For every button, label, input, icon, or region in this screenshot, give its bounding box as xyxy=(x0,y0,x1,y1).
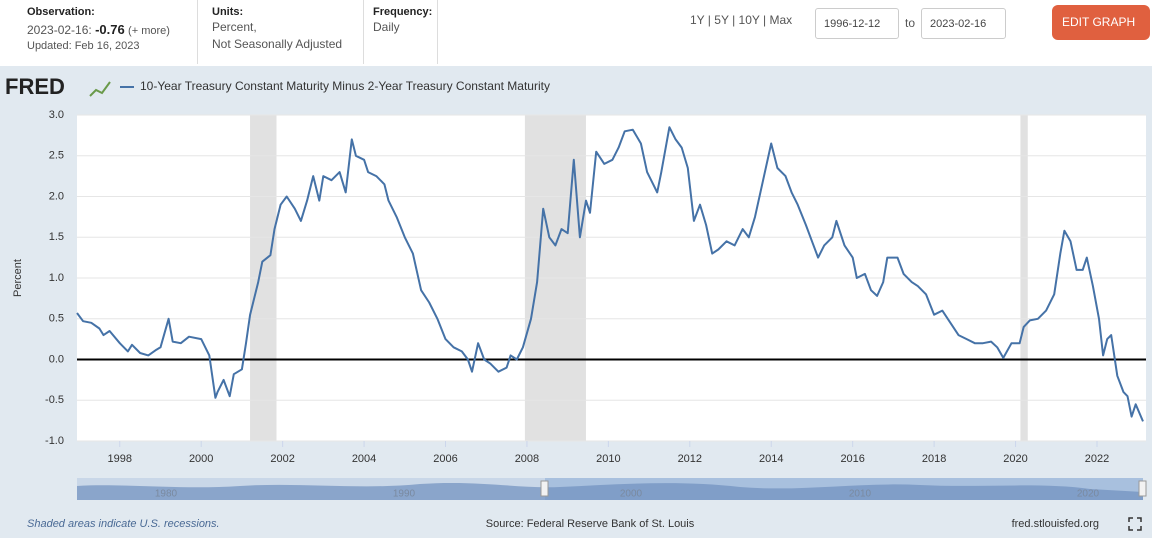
gear-icon xyxy=(1062,50,1074,62)
plot-layer xyxy=(76,114,1146,442)
end-date-input[interactable]: 2023-02-16 xyxy=(921,8,1006,39)
x-tick-label: 2018 xyxy=(922,453,946,465)
y-tick-label: 2.0 xyxy=(49,190,64,202)
start-date-input[interactable]: 1996-12-12 xyxy=(815,8,899,39)
frequency-label: Frequency: xyxy=(373,4,432,18)
y-tick-label: -1.0 xyxy=(45,435,64,447)
navigator-handle[interactable] xyxy=(1138,480,1147,497)
navigator-area xyxy=(77,482,1143,500)
more-link[interactable]: (+ more) xyxy=(128,25,170,37)
navigator-handle[interactable] xyxy=(540,480,549,497)
y-tick-label: 1.0 xyxy=(49,272,64,284)
range-button[interactable]: 10Y xyxy=(738,13,760,27)
x-tick-label: 2012 xyxy=(678,453,702,465)
x-tick-label: 2006 xyxy=(433,453,457,465)
edit-graph-button[interactable]: EDIT GRAPH xyxy=(1052,5,1150,62)
units-label-text: Units: xyxy=(212,6,244,18)
x-tick-label: 2016 xyxy=(840,453,864,465)
y-axis-label: Percent xyxy=(12,259,24,297)
y-tick-label: 2.5 xyxy=(49,150,64,162)
x-tick-label: 2020 xyxy=(1003,453,1027,465)
recession-note: Shaded areas indicate U.S. recessions. xyxy=(27,518,220,530)
units-line: Not Seasonally Adjusted xyxy=(212,37,343,51)
observation-date: 2023-02-16: xyxy=(27,23,92,37)
range-selector: 1Y | 5Y | 10Y | Max xyxy=(690,13,793,27)
x-tick-label: 1998 xyxy=(108,453,132,465)
x-tick-label: 2008 xyxy=(515,453,539,465)
fullscreen-icon[interactable] xyxy=(1128,517,1142,531)
units-line: Percent, xyxy=(212,20,257,34)
logo: FRED xyxy=(5,74,65,99)
separator xyxy=(437,0,438,64)
to-label: to xyxy=(905,16,916,30)
navigator-label: 1990 xyxy=(393,489,416,500)
frequency: Daily xyxy=(373,20,400,34)
x-tick-label: 2004 xyxy=(352,453,376,465)
y-tick-label: 0.0 xyxy=(49,353,64,365)
x-tick-label: 2022 xyxy=(1085,453,1109,465)
units-label: Units: xyxy=(212,4,243,18)
x-tick-label: 2002 xyxy=(270,453,294,465)
frequency-label-text: Frequency: xyxy=(373,6,433,18)
source: Source: Federal Reserve Bank of St. Loui… xyxy=(486,518,695,530)
y-tick-label: 0.5 xyxy=(49,313,64,325)
range-button[interactable]: Max xyxy=(769,13,793,27)
updated: Updated: Feb 16, 2023 xyxy=(27,40,140,52)
navigator-label: 2020 xyxy=(1077,489,1100,500)
site-link[interactable]: fred.stlouisfed.org xyxy=(1012,518,1099,530)
y-tick-label: -0.5 xyxy=(45,394,64,406)
series-line xyxy=(76,126,1144,422)
navigator-label: 1980 xyxy=(155,489,178,500)
x-tick-label: 2010 xyxy=(596,453,620,465)
observation-label-text: Observation: xyxy=(27,6,95,18)
logo-icon xyxy=(89,81,111,97)
x-tick-label: 2014 xyxy=(759,453,783,465)
navigator-label: 2000 xyxy=(620,489,643,500)
y-tick-label: 3.0 xyxy=(49,109,64,121)
observation: 2023-02-16: -0.76 (+ more) xyxy=(27,22,170,37)
separator xyxy=(197,0,198,64)
observation-label: Observation: xyxy=(27,4,95,18)
y-tick-label: 1.5 xyxy=(49,231,64,243)
observation-value: -0.76 xyxy=(95,22,125,37)
navigator xyxy=(77,478,1147,500)
separator xyxy=(363,0,364,64)
range-button[interactable]: 5Y xyxy=(714,13,729,27)
legend-label: 10-Year Treasury Constant Maturity Minus… xyxy=(140,79,550,93)
navigator-label: 2010 xyxy=(849,489,872,500)
x-tick-label: 2000 xyxy=(189,453,213,465)
range-button[interactable]: 1Y xyxy=(690,13,705,27)
edit-graph-label: EDIT GRAPH xyxy=(1062,15,1136,29)
